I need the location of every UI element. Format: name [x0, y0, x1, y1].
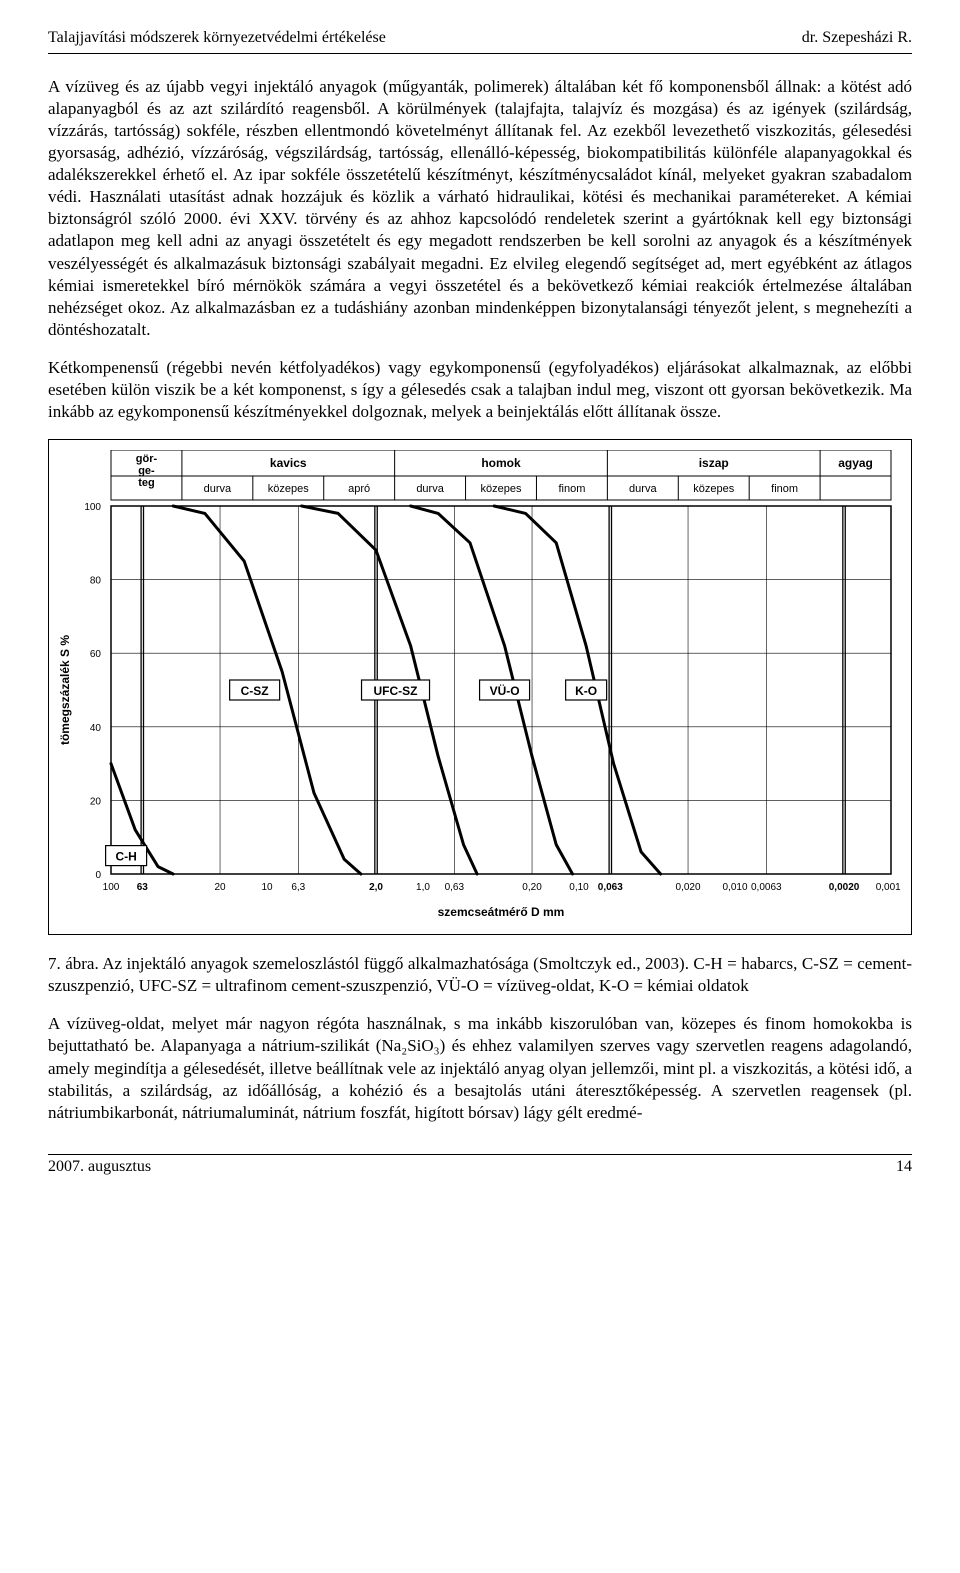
header-right: dr. Szepesházi R.	[802, 28, 912, 49]
paragraph-1: A vízüveg és az újabb vegyi injektáló an…	[48, 76, 912, 341]
svg-text:apró: apró	[348, 483, 370, 495]
footer-right: 14	[896, 1157, 912, 1178]
svg-text:homok: homok	[481, 456, 521, 470]
svg-text:K-O: K-O	[575, 684, 597, 698]
svg-text:100: 100	[103, 882, 120, 893]
svg-text:durva: durva	[204, 483, 232, 495]
svg-text:60: 60	[90, 649, 102, 660]
svg-text:kavics: kavics	[270, 456, 307, 470]
svg-text:C-SZ: C-SZ	[241, 684, 269, 698]
grain-size-chart: gör-ge-teg kavics durva közepes apró homok dur…	[48, 439, 912, 935]
svg-text:100: 100	[84, 502, 101, 513]
svg-text:közepes: közepes	[268, 483, 309, 495]
chart-svg: gör-ge-teg kavics durva közepes apró homok dur…	[53, 450, 901, 930]
svg-text:0,10: 0,10	[569, 882, 589, 893]
paragraph-2: Kétkompenensű (régebbi nevén kétfolyadék…	[48, 357, 912, 423]
svg-text:teg: teg	[138, 477, 155, 489]
svg-text:1,0: 1,0	[416, 882, 430, 893]
svg-text:VÜ-O: VÜ-O	[490, 683, 520, 698]
svg-text:0,0063: 0,0063	[751, 882, 782, 893]
svg-text:0: 0	[95, 870, 101, 881]
svg-text:80: 80	[90, 576, 102, 587]
svg-text:tömegszázalék S %: tömegszázalék S %	[58, 635, 72, 745]
svg-text:0,20: 0,20	[522, 882, 542, 893]
figure-caption: 7. ábra. Az injektáló anyagok szemeloszl…	[48, 953, 912, 997]
svg-text:0,063: 0,063	[598, 882, 623, 893]
svg-text:0,0020: 0,0020	[829, 882, 860, 893]
svg-text:finom: finom	[771, 483, 798, 495]
svg-text:20: 20	[90, 797, 102, 808]
svg-text:40: 40	[90, 723, 102, 734]
svg-text:ge-: ge-	[138, 465, 155, 477]
header-rule	[48, 53, 912, 54]
svg-text:közepes: közepes	[693, 483, 734, 495]
svg-text:2,0: 2,0	[369, 882, 383, 893]
svg-text:0,010: 0,010	[722, 882, 747, 893]
svg-text:iszap: iszap	[699, 456, 729, 470]
svg-text:0,0010: 0,0010	[876, 882, 901, 893]
svg-text:UFC-SZ: UFC-SZ	[374, 684, 418, 698]
svg-text:0,63: 0,63	[445, 882, 465, 893]
svg-text:10: 10	[261, 882, 273, 893]
svg-text:gör-: gör-	[136, 453, 158, 465]
svg-text:durva: durva	[416, 483, 444, 495]
footer-left: 2007. augusztus	[48, 1157, 151, 1178]
svg-text:6,3: 6,3	[291, 882, 305, 893]
svg-text:C-H: C-H	[115, 850, 136, 864]
svg-text:agyag: agyag	[838, 456, 873, 470]
svg-text:20: 20	[214, 882, 226, 893]
svg-text:durva: durva	[629, 483, 657, 495]
svg-text:0,020: 0,020	[676, 882, 701, 893]
paragraph-3: A vízüveg-oldat, melyet már nagyon régót…	[48, 1013, 912, 1123]
svg-text:közepes: közepes	[481, 483, 522, 495]
svg-text:63: 63	[137, 882, 149, 893]
svg-text:szemcseátmérő D mm: szemcseátmérő D mm	[438, 905, 565, 919]
svg-text:finom: finom	[558, 483, 585, 495]
header-left: Talajjavítási módszerek környezetvédelmi…	[48, 28, 386, 49]
